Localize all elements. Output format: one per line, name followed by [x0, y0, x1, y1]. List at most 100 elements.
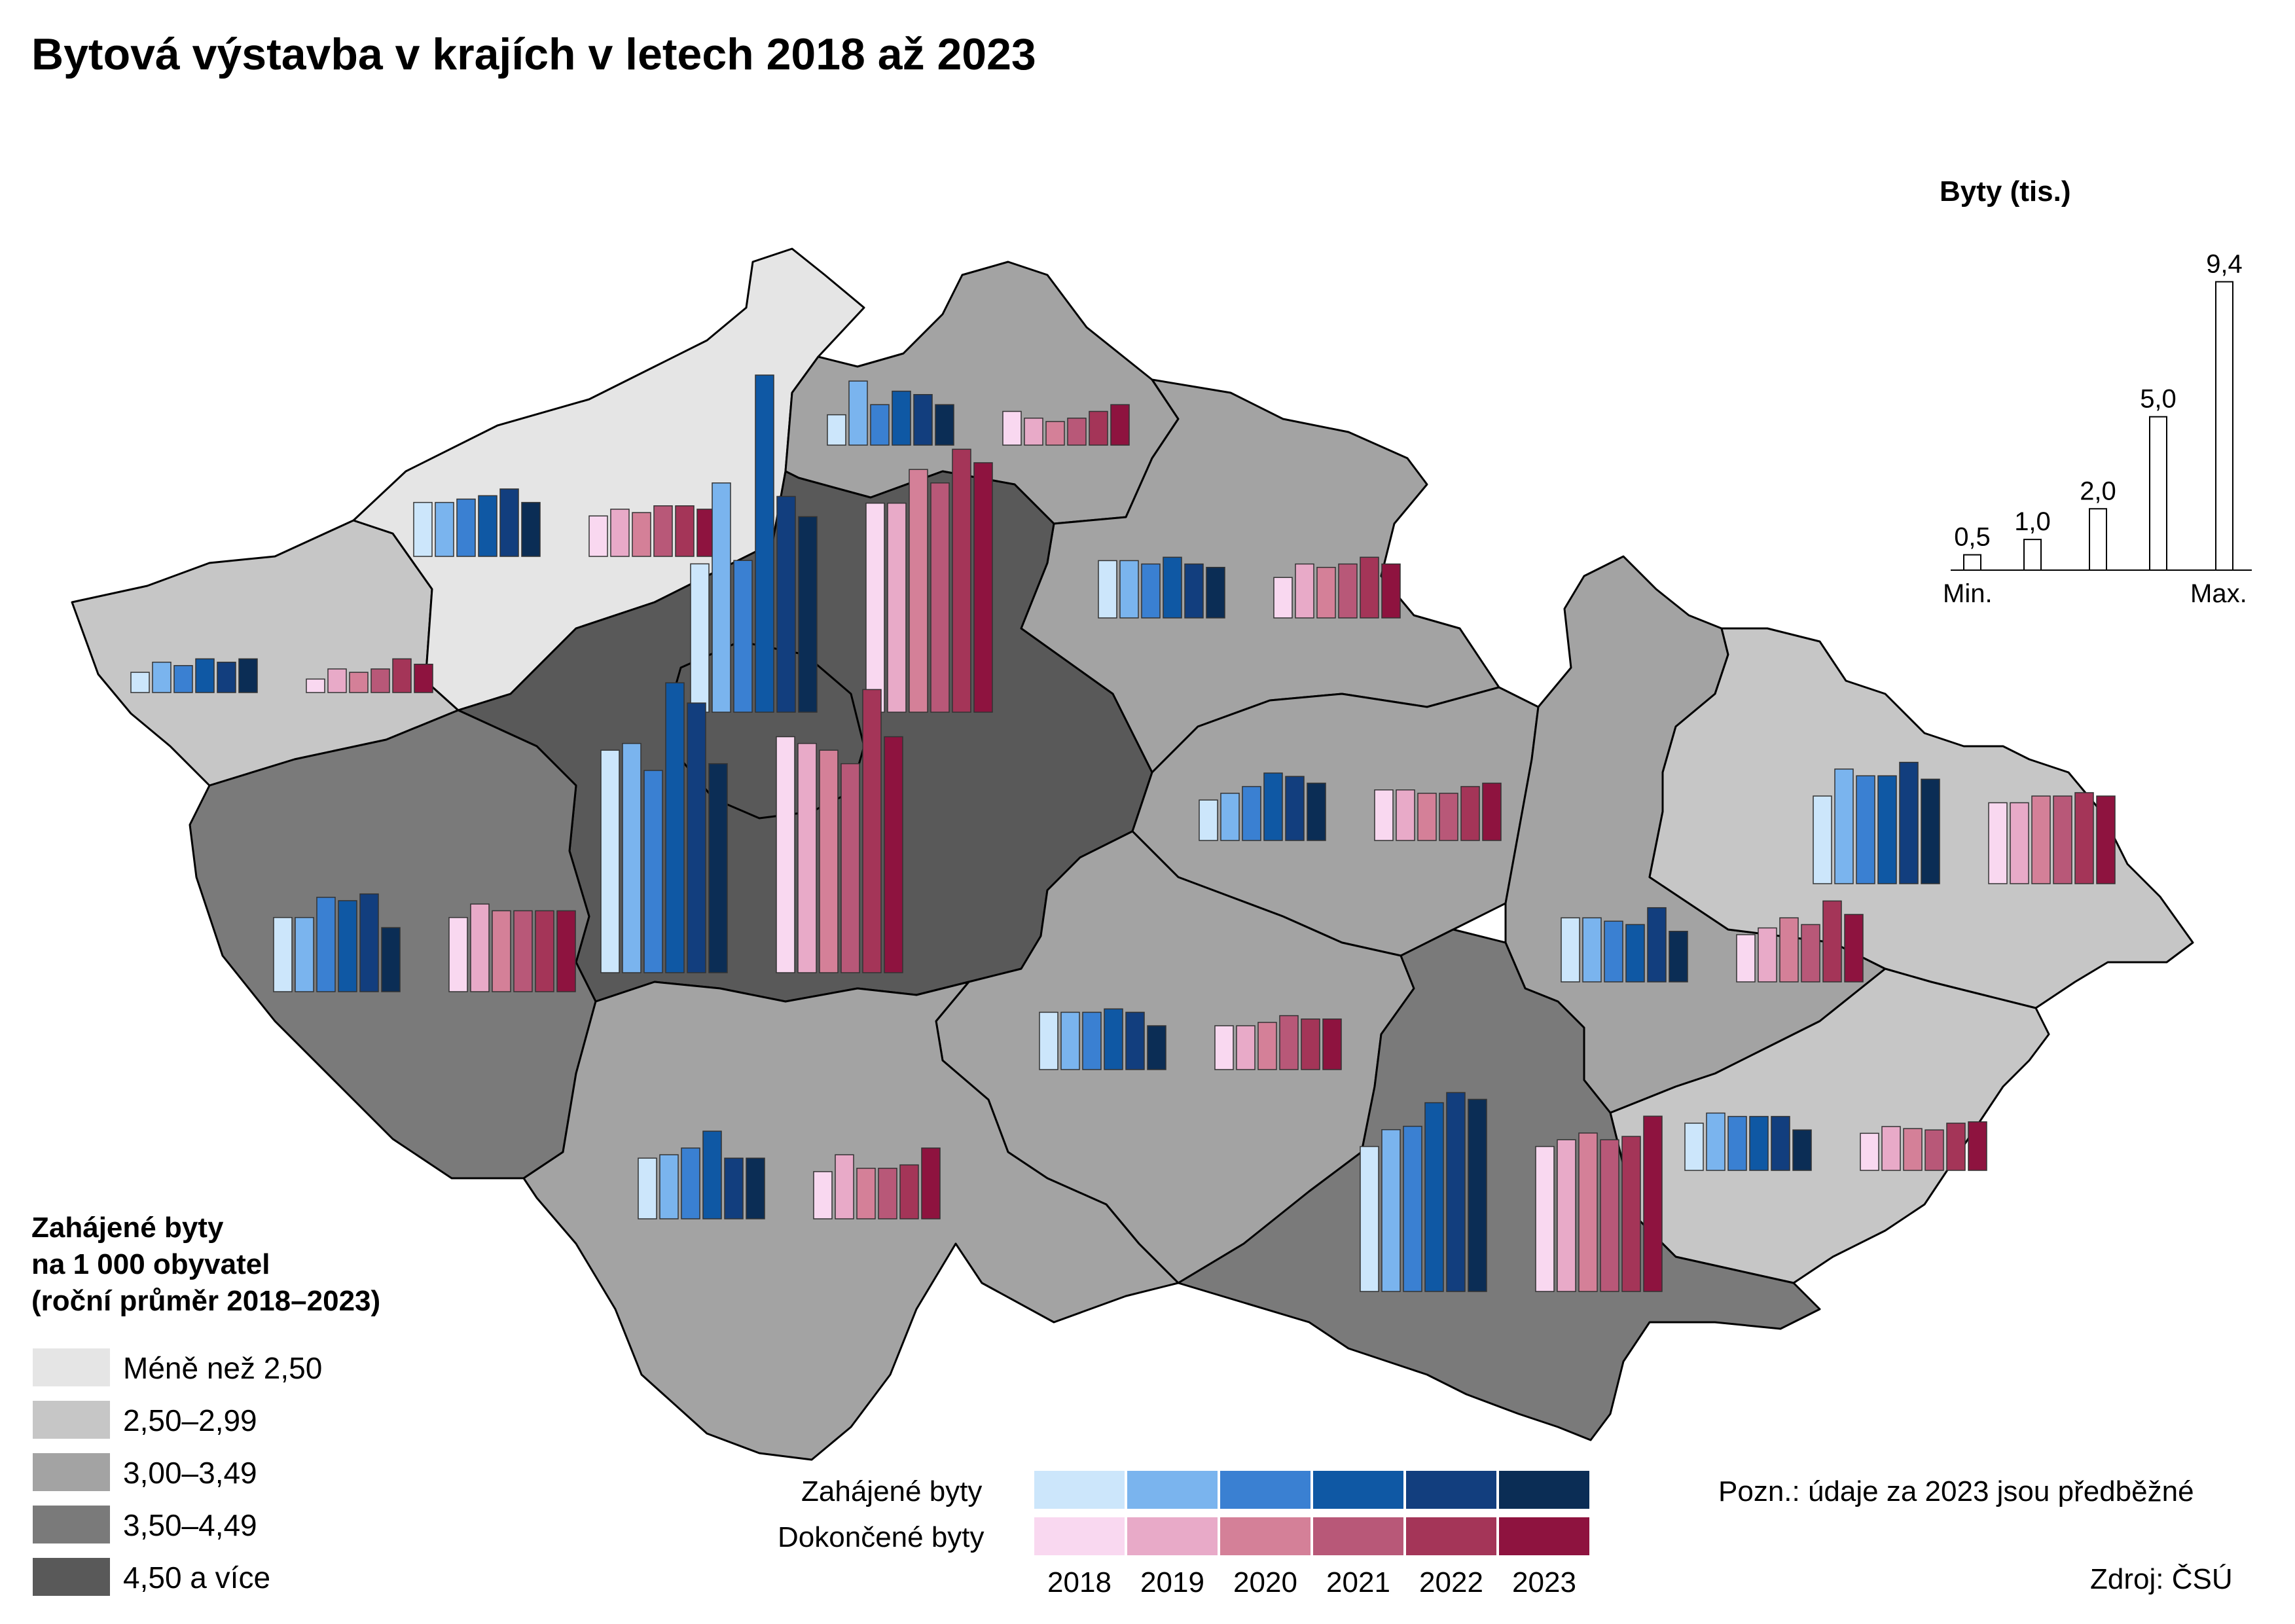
started-bar-2019	[1060, 1011, 1080, 1070]
completed-bar-2019	[1758, 927, 1777, 983]
size-legend-bar	[2149, 416, 2167, 571]
started-bar-2018	[827, 414, 846, 446]
started-bar-2019	[848, 380, 868, 446]
completed-bar-2020	[1578, 1132, 1598, 1292]
completed-bar-2019	[1236, 1025, 1256, 1070]
started-bar-2021	[1877, 775, 1897, 884]
started-bar-2019	[295, 916, 314, 992]
started-bar-2022	[499, 488, 519, 557]
completed-bar-2022	[1360, 556, 1379, 619]
completed-bar-2020	[819, 749, 839, 973]
started-bar-2018	[1098, 560, 1117, 619]
completed-bar-2021	[930, 482, 950, 713]
started-bar-2021	[892, 390, 911, 446]
completed-bar-2023	[1844, 914, 1864, 983]
year-legend: 2018 2019 2020 2021 2022 2023	[1034, 1471, 1589, 1598]
started-bar-2018	[1813, 795, 1832, 884]
completed-bar-2022	[1089, 410, 1108, 446]
started-bar-2020	[456, 498, 476, 557]
started-bar-2020	[1727, 1115, 1747, 1171]
region-jihomoravsky[interactable]	[1177, 928, 1821, 1441]
completed-bar-2020	[1779, 917, 1799, 983]
started-bar-2023	[1468, 1098, 1487, 1292]
completed-swatch-2018	[1034, 1517, 1125, 1555]
started-bar-2020	[1856, 775, 1875, 884]
bar-chart-jihocesky	[638, 1130, 941, 1219]
started-bar-2018	[1684, 1123, 1704, 1171]
completed-bar-2019	[1557, 1139, 1576, 1292]
completed-bar-2021	[1600, 1139, 1619, 1292]
bar-chart-olomoucky	[1561, 900, 1864, 983]
started-bar-2019	[1706, 1112, 1726, 1171]
started-bar-2019	[152, 661, 172, 693]
class-legend-title-line: na 1 000 obyvatel	[31, 1248, 270, 1280]
started-bar-2018	[1199, 799, 1218, 841]
completed-bar-2021	[653, 505, 673, 557]
started-swatch-2018	[1034, 1471, 1125, 1509]
started-bar-2022	[1285, 776, 1305, 841]
started-bar-2021	[1424, 1102, 1444, 1292]
completed-bar-2019	[2010, 802, 2029, 884]
year-label-2023: 2023	[1512, 1566, 1576, 1598]
year-label-2018: 2018	[1047, 1566, 1111, 1598]
year-label-2020: 2020	[1233, 1566, 1297, 1598]
started-bar-2023	[1307, 782, 1326, 841]
started-bar-2019	[1381, 1129, 1401, 1292]
completed-bar-2022	[1301, 1019, 1320, 1070]
started-bar-2018	[600, 749, 620, 973]
completed-bar-2021	[1801, 924, 1820, 983]
completed-bar-2018	[448, 916, 468, 992]
completed-bar-2018	[306, 678, 325, 693]
completed-bar-2023	[973, 462, 993, 713]
started-bar-2021	[755, 374, 774, 713]
completed-bar-2020	[909, 469, 928, 713]
completed-bar-2018	[1273, 577, 1293, 619]
completed-bar-2022	[1946, 1123, 1966, 1171]
bar-chart-pardubicky	[1199, 772, 1502, 841]
started-bar-2020	[316, 897, 336, 992]
started-bar-2021	[702, 1130, 722, 1219]
started-bar-2019	[1119, 560, 1139, 619]
completed-bar-2022	[1621, 1136, 1641, 1292]
started-bar-2019	[1582, 917, 1602, 983]
completed-bar-2019	[797, 743, 817, 973]
completed-bar-2021	[1067, 418, 1087, 446]
size-legend-bar	[2089, 508, 2107, 571]
started-bar-2022	[724, 1157, 744, 1219]
completed-bar-2023	[884, 736, 903, 973]
bar-chart-plzensky	[273, 893, 576, 992]
completed-bar-2020	[492, 910, 511, 992]
size-legend-value: 2,0	[2080, 477, 2116, 505]
class-swatch-3	[33, 1506, 110, 1543]
completed-bar-2021	[2053, 795, 2072, 884]
started-bar-2021	[1625, 924, 1645, 983]
completed-bar-2020	[1257, 1022, 1277, 1070]
started-bar-2021	[338, 900, 357, 992]
completed-swatch-2021	[1313, 1517, 1403, 1555]
started-bar-2019	[712, 482, 731, 713]
completed-bar-2023	[556, 910, 576, 992]
completed-swatch-2022	[1406, 1517, 1496, 1555]
started-bar-2018	[638, 1157, 657, 1219]
started-bar-2022	[1771, 1115, 1790, 1171]
bar-chart-zlinsky	[1684, 1112, 1987, 1171]
started-bar-2023	[935, 404, 954, 446]
bar-chart-vysocina	[1039, 1008, 1342, 1070]
class-legend	[33, 1348, 110, 1596]
size-legend-bar	[2215, 281, 2233, 571]
completed-bar-2021	[1338, 563, 1358, 619]
completed-bar-2018	[776, 736, 795, 973]
started-bar-2022	[687, 702, 706, 973]
started-bar-2021	[1163, 556, 1182, 619]
completed-bar-2023	[1381, 563, 1401, 619]
completed-bar-2022	[899, 1164, 919, 1219]
completed-bar-2021	[1439, 793, 1458, 841]
started-bar-2022	[776, 496, 796, 713]
completed-bar-2023	[414, 663, 433, 693]
completed-bar-2022	[392, 658, 412, 693]
completed-bar-2022	[535, 910, 554, 992]
started-bar-2023	[1792, 1129, 1812, 1171]
started-bar-2018	[1360, 1146, 1379, 1292]
region-jihocesky[interactable]	[522, 981, 1180, 1461]
started-bar-2018	[130, 672, 150, 693]
